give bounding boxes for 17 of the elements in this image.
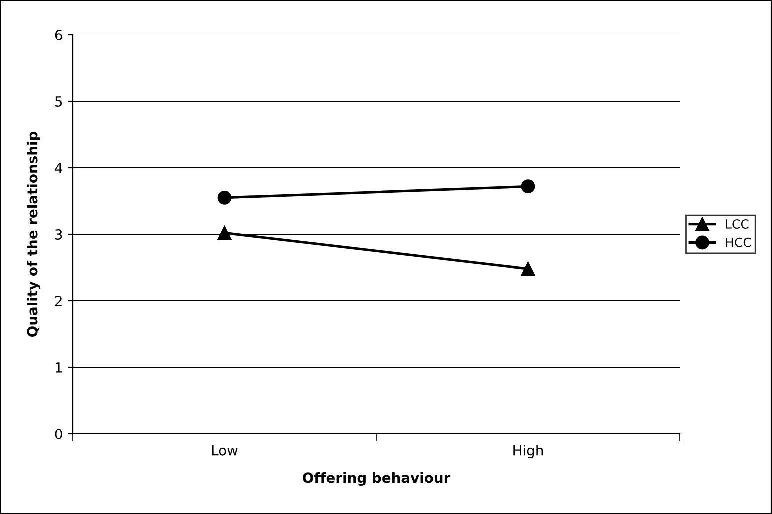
point	[218, 226, 232, 240]
point	[521, 262, 536, 276]
point	[521, 180, 536, 194]
legend-label: LCC	[726, 220, 749, 229]
point	[218, 190, 232, 205]
y-tick-label: 4	[55, 163, 62, 174]
x-tick-label: Low	[212, 446, 238, 456]
legend-label: HCC	[726, 238, 752, 248]
y-tick-label: 3	[56, 229, 62, 240]
y-tick-label: 2	[55, 296, 62, 306]
y-axis-title: Quality of the relationship	[27, 132, 41, 338]
y-tick-label: 6	[55, 30, 62, 40]
y-tick-label: 0	[55, 428, 62, 440]
x-tick-label: High	[514, 445, 544, 459]
x-axis-title: Offering behaviour	[303, 472, 451, 486]
y-tick-label: 5	[56, 96, 62, 107]
y-tick-label: 1	[56, 362, 62, 373]
